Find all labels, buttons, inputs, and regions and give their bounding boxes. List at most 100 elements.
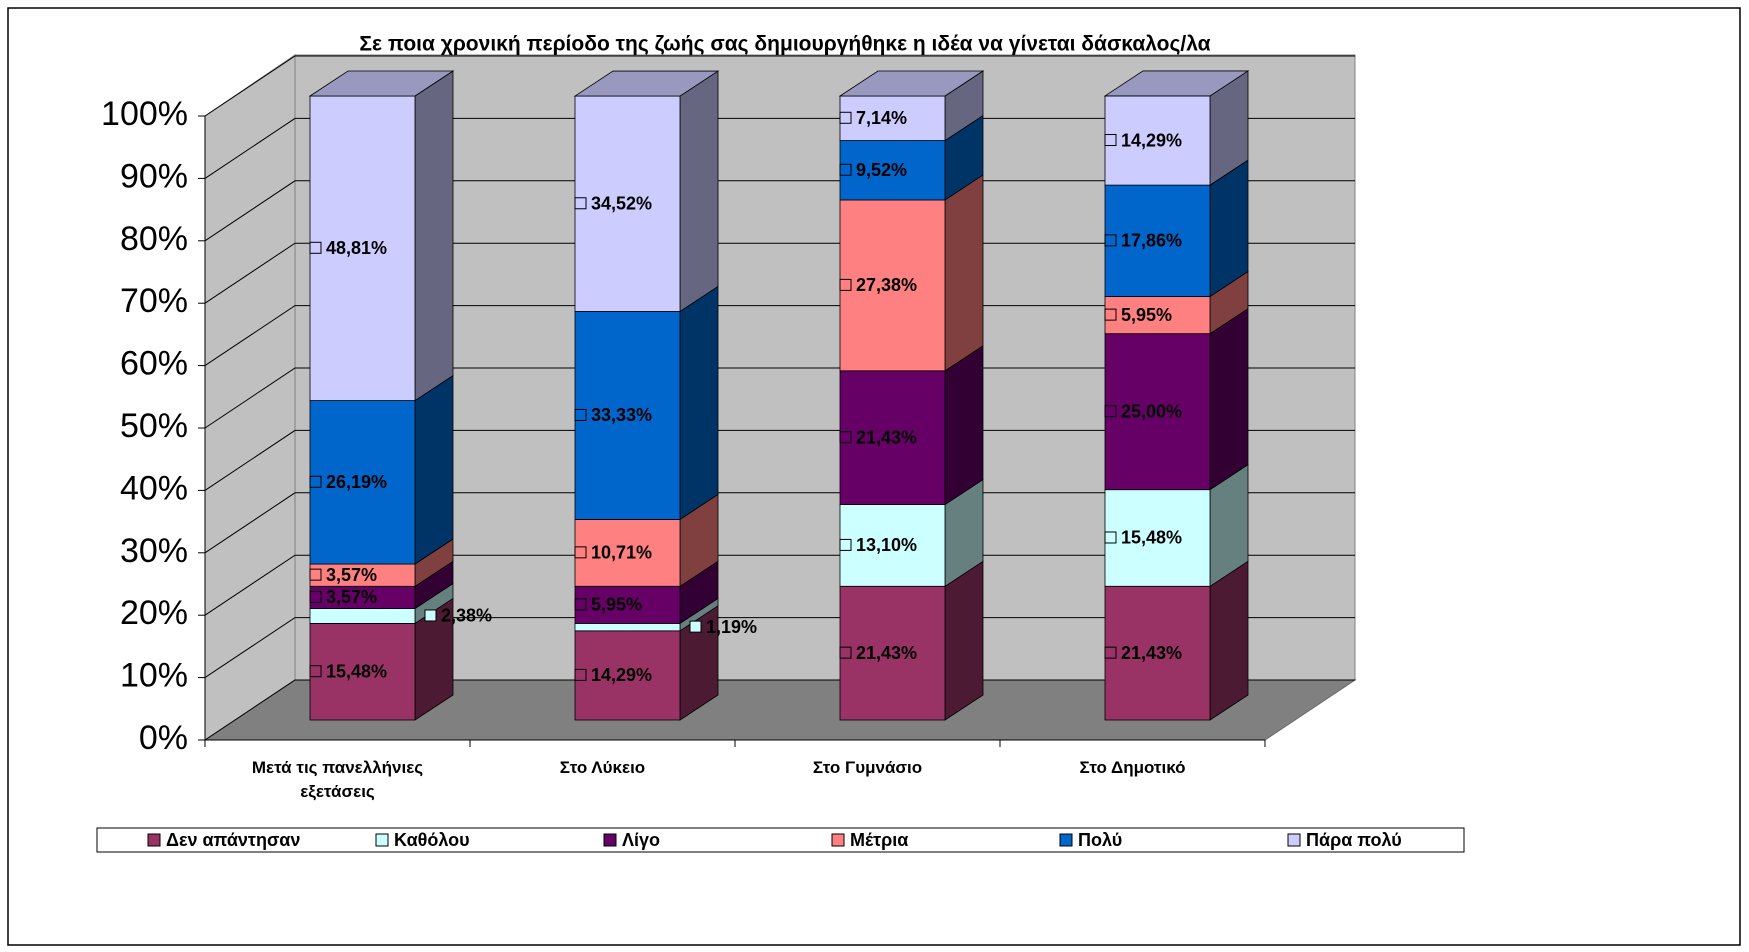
bar-side <box>944 560 984 721</box>
data-label-key <box>839 538 852 551</box>
data-label-key <box>839 431 852 444</box>
data-label: 15,48% <box>326 661 387 681</box>
y-tick-label: 40% <box>120 469 188 507</box>
data-label-key <box>1104 308 1117 321</box>
data-label: 17,86% <box>1121 231 1182 251</box>
grid-line <box>204 55 1355 117</box>
data-label: 14,29% <box>591 665 652 685</box>
bar-front <box>309 623 416 721</box>
bar-side <box>944 174 984 372</box>
bar-top <box>1103 70 1250 97</box>
bar-side <box>944 345 984 506</box>
bar-segment <box>309 374 454 565</box>
bars <box>308 70 1250 721</box>
bar-front <box>574 311 681 520</box>
bar-segment <box>839 114 984 201</box>
legend-label: Καθόλου <box>394 830 470 850</box>
y-tick-label: 80% <box>120 220 188 258</box>
bar-front <box>1104 489 1211 587</box>
legend-key <box>831 833 845 847</box>
bar-segment <box>1104 307 1249 491</box>
bar-front <box>574 623 681 632</box>
data-label: 3,57% <box>326 587 377 607</box>
data-label-key <box>1104 134 1117 147</box>
x-tick-label: Στο Λύκειο <box>559 758 646 777</box>
grid-line <box>204 305 1355 367</box>
bar-front <box>309 400 416 565</box>
y-tick-label: 60% <box>120 345 188 383</box>
legend-key <box>1287 833 1301 847</box>
grid-line <box>204 242 1355 304</box>
bar-segment <box>308 70 455 402</box>
bar-front <box>309 608 416 624</box>
data-label-key <box>1104 646 1117 659</box>
bar-front <box>574 519 681 587</box>
bar-front <box>1104 585 1211 721</box>
data-label: 15,48% <box>1121 528 1182 548</box>
y-tick-label: 10% <box>120 657 188 695</box>
bar-front <box>1104 296 1211 335</box>
bar-front <box>839 585 946 721</box>
data-label-key <box>689 620 702 633</box>
bar-front <box>309 95 416 401</box>
legend-label: Πολύ <box>1078 830 1122 850</box>
bar-segment <box>839 478 984 588</box>
bar-front <box>1104 184 1211 297</box>
data-label-key <box>839 646 852 659</box>
data-label: 13,10% <box>856 535 917 555</box>
chart-title: Σε ποια χρονική περίοδο της ζωής σας δημ… <box>359 33 1210 56</box>
bar-top <box>838 70 985 97</box>
data-label: 10,71% <box>591 543 652 563</box>
y-tick-label: 0% <box>139 719 188 757</box>
bar-front <box>574 95 681 312</box>
data-label: 34,52% <box>591 194 652 214</box>
bar-segment <box>839 174 984 372</box>
x-tick-label: Στο Γυμνάσιο <box>812 758 923 777</box>
bar-segment <box>574 493 719 588</box>
legend-key <box>375 833 389 847</box>
bar-front <box>574 630 681 721</box>
x-tick-label: Στο Δημοτικό <box>1079 758 1186 777</box>
bar-top <box>308 70 455 97</box>
grid-line <box>204 180 1355 242</box>
legend <box>96 827 1465 853</box>
bar-segment <box>1103 70 1250 186</box>
bar-segment <box>839 560 984 721</box>
legend-key <box>1059 833 1073 847</box>
grid-line <box>204 117 1355 179</box>
data-label: 5,95% <box>1121 305 1172 325</box>
legend-key <box>603 833 617 847</box>
bar-segment <box>573 70 720 313</box>
data-label-key <box>309 665 322 678</box>
data-label: 27,38% <box>856 275 917 295</box>
bar-side <box>414 70 454 402</box>
data-label: 5,95% <box>591 595 642 615</box>
data-label-key <box>309 568 322 581</box>
data-label: 21,43% <box>1121 643 1182 663</box>
legend-label: Λίγο <box>622 830 660 850</box>
legend-key <box>147 833 161 847</box>
y-tick-label: 100% <box>101 95 188 133</box>
data-label: 48,81% <box>326 238 387 258</box>
data-label: 14,29% <box>1121 130 1182 150</box>
y-tick-label: 70% <box>120 282 188 320</box>
bar-side <box>414 374 454 565</box>
bar-side <box>1209 307 1249 491</box>
bar-front <box>574 585 681 624</box>
data-label-key <box>839 278 852 291</box>
bar-segment <box>1104 560 1249 721</box>
bar-front <box>839 504 946 587</box>
bar-top <box>573 70 720 97</box>
y-tick-label: 90% <box>120 157 188 195</box>
bar-side <box>679 70 719 313</box>
bar-front <box>1104 333 1211 491</box>
y-tick-label: 50% <box>120 407 188 445</box>
data-label-key <box>839 163 852 176</box>
data-label-key <box>309 241 322 254</box>
data-label: 21,43% <box>856 427 917 447</box>
data-label: 21,43% <box>856 643 917 663</box>
y-tick-label: 20% <box>120 594 188 632</box>
bar-segment <box>574 285 719 521</box>
